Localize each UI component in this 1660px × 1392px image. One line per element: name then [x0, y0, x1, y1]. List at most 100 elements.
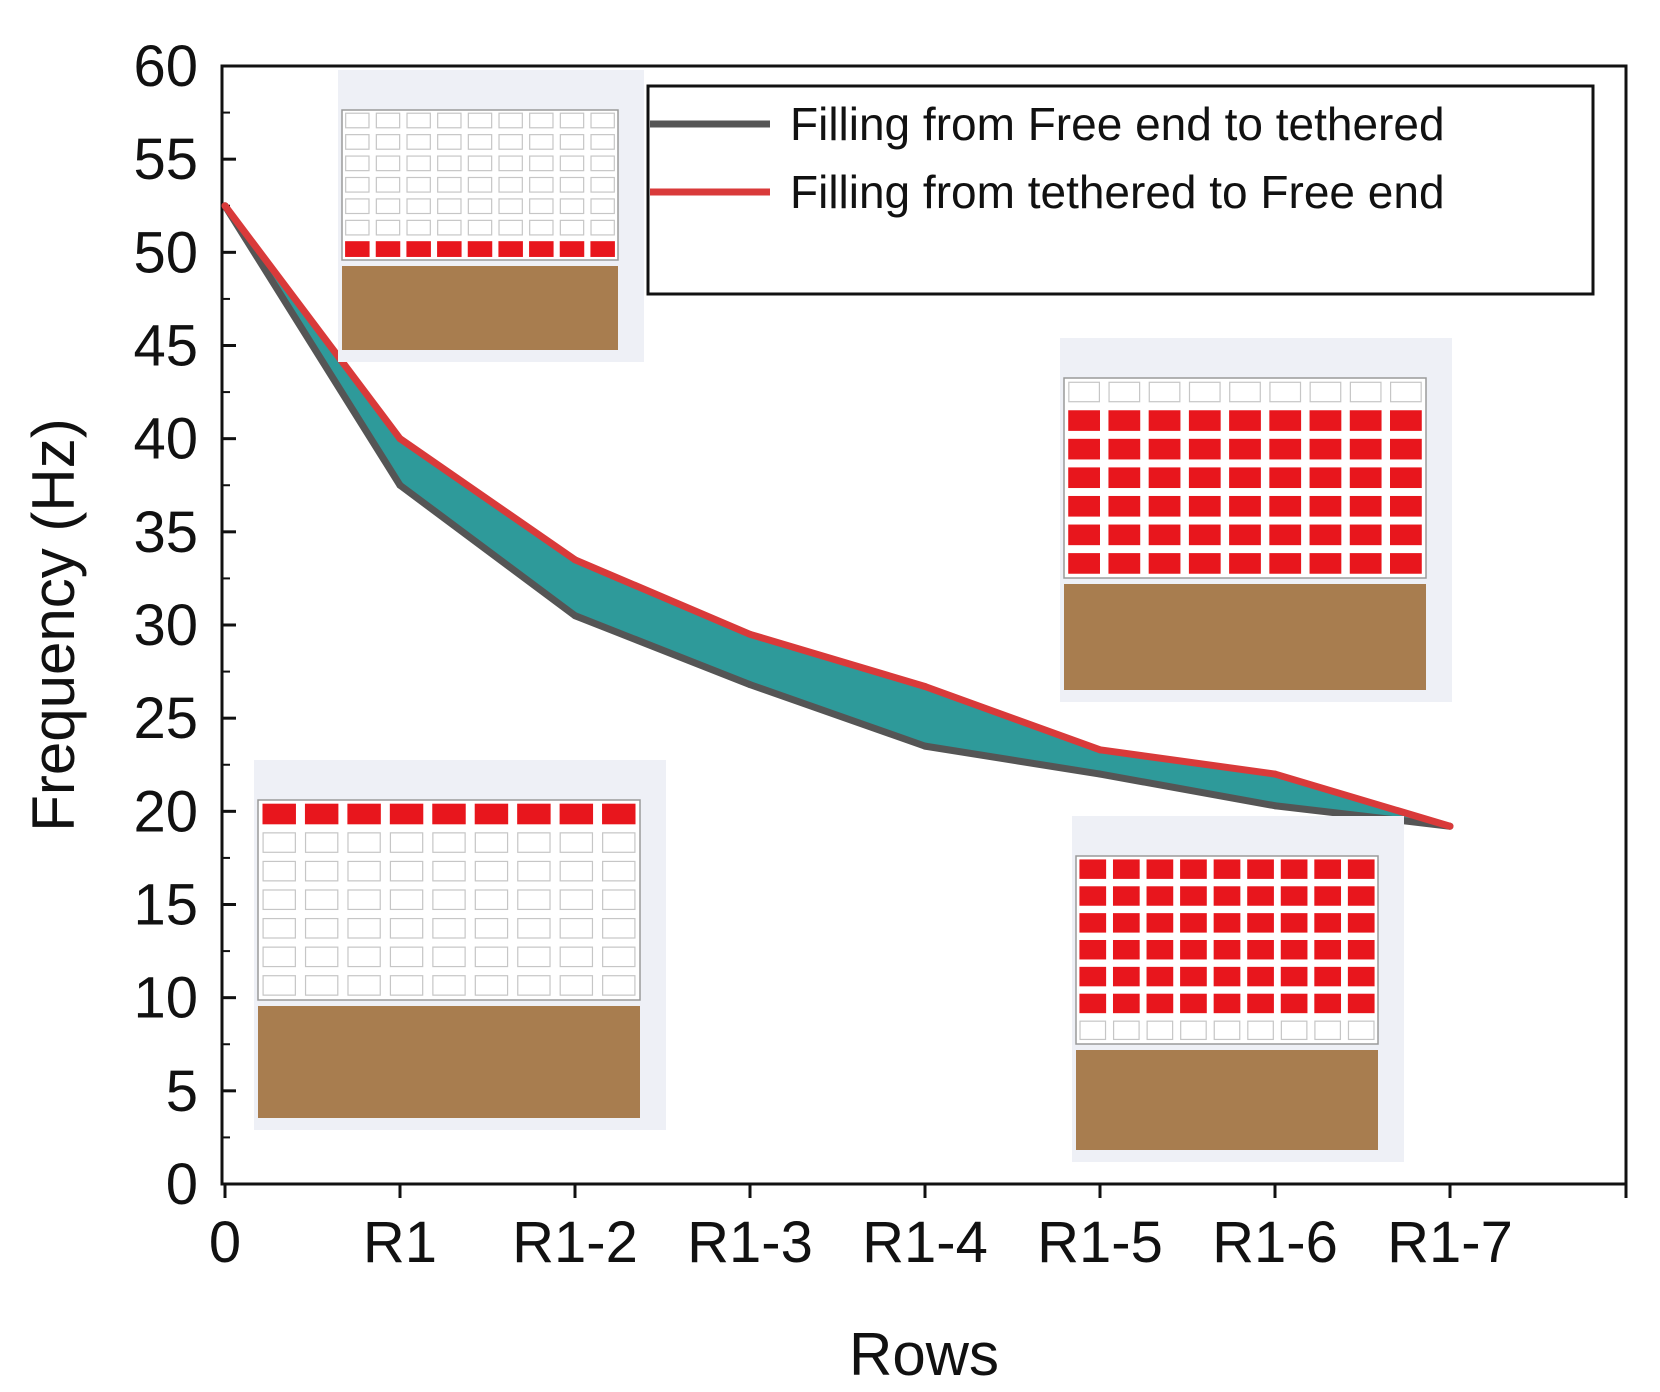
inset-empty-cell	[1247, 1020, 1274, 1041]
inset-empty-cell	[375, 134, 401, 150]
inset-filled-cell	[1314, 886, 1342, 906]
series-0-point-R1-5	[1096, 770, 1104, 778]
inset-filled-cell	[1188, 495, 1221, 517]
inset-filled-cell	[602, 803, 636, 825]
inset-filled-cell	[1068, 524, 1100, 546]
legend-box	[646, 84, 1595, 296]
difference-band	[225, 205, 1450, 827]
inset-filled-cell	[1112, 993, 1140, 1014]
inset-filled-cell	[1280, 939, 1308, 960]
inset-filled-cell	[590, 241, 615, 257]
inset-empty-cell	[406, 219, 431, 236]
inset-filled-cell	[1247, 939, 1274, 960]
series-0-point-R1-4	[921, 742, 929, 750]
inset-empty-cell	[432, 917, 466, 939]
inset-empty-cell	[375, 176, 401, 193]
inset-empty-cell	[437, 155, 462, 172]
inset-empty-cell	[304, 946, 339, 968]
inset-empty-cell	[559, 134, 585, 150]
inset-filled-cell	[474, 803, 509, 825]
inset-empty-cell	[1347, 1020, 1375, 1041]
inset-empty-cell	[517, 946, 551, 968]
insets	[254, 70, 1452, 1162]
inset-empty-cell	[474, 860, 509, 882]
inset-filled-cell	[1309, 553, 1342, 574]
inset-filled-cell	[1068, 410, 1100, 431]
y-tick-label-50: 50	[133, 220, 198, 285]
inset-empty-cell	[304, 832, 339, 853]
x-tick-label-R1-3: R1-3	[687, 1210, 813, 1275]
inset-empty-cell	[432, 832, 466, 853]
inset-empty-cell	[262, 889, 296, 911]
inset-empty-cell	[602, 860, 636, 882]
inset-empty-cell	[1180, 1020, 1207, 1041]
inset-filled-cell	[1213, 913, 1241, 933]
inset-filled-cell	[1229, 553, 1261, 574]
inset-filled-cell	[1269, 467, 1302, 489]
inset-filled-cell	[1390, 438, 1422, 460]
inset-filled-cell	[1349, 553, 1382, 574]
legend-label-free-to-tethered: Filling from Free end to tethered	[790, 98, 1445, 150]
inset-empty-cell	[389, 832, 424, 853]
inset-empty-cell	[559, 112, 585, 129]
inset-empty-cell	[347, 946, 381, 968]
inset-filled-cell	[389, 803, 424, 825]
inset-empty-cell	[1112, 1020, 1140, 1041]
inset-left-bottom	[254, 760, 666, 1130]
inset-filled-cell	[1108, 438, 1141, 460]
inset-empty-cell	[529, 134, 554, 150]
inset-empty-cell	[437, 198, 462, 215]
inset-filled-cell	[1188, 438, 1221, 460]
inset-empty-cell	[1280, 1020, 1308, 1041]
series-0-point-R1-2	[571, 612, 579, 620]
inset-filled-cell	[1180, 913, 1207, 933]
inset-empty-cell	[517, 917, 551, 939]
inset-filled-cell	[1148, 467, 1181, 489]
series-line-1	[222, 203, 1451, 830]
inset-filled-cell	[437, 241, 462, 257]
legend: Filling from Free end to tethered Fillin…	[646, 84, 1595, 296]
series-1-point-R1-4	[921, 682, 929, 690]
inset-empty-cell	[1148, 381, 1181, 403]
inset-filled-cell	[1314, 913, 1342, 933]
inset-empty-cell	[345, 219, 370, 236]
inset-empty-cell	[375, 198, 401, 215]
inset-empty-cell	[345, 155, 370, 172]
inset-empty-cell	[590, 134, 615, 150]
inset-empty-cell	[529, 155, 554, 172]
inset-empty-cell	[345, 112, 370, 129]
inset-empty-cell	[529, 198, 554, 215]
inset-empty-cell	[559, 860, 594, 882]
inset-filled-cell	[1247, 913, 1274, 933]
series-1-point-0	[221, 202, 229, 210]
inset-filled-cell	[1108, 524, 1141, 546]
band-area	[225, 205, 1450, 827]
inset-empty-cell	[304, 975, 339, 996]
inset-empty-cell	[559, 155, 585, 172]
inset-empty-cell	[529, 219, 554, 236]
inset-empty-cell	[432, 889, 466, 911]
inset-filled-cell	[1349, 467, 1382, 489]
inset-filled-cell	[1146, 939, 1174, 960]
inset-empty-cell	[1349, 381, 1382, 403]
inset-filled-cell	[1079, 859, 1107, 879]
inset-empty-cell	[559, 219, 585, 236]
inset-empty-cell	[467, 176, 493, 193]
inset-empty-cell	[347, 860, 381, 882]
inset-filled-cell	[1146, 859, 1174, 879]
inset-filled-cell	[1390, 524, 1422, 546]
inset-filled-cell	[1349, 524, 1382, 546]
inset-filled-cell	[406, 241, 431, 257]
inset-filled-cell	[1112, 913, 1140, 933]
inset-empty-cell	[529, 112, 554, 129]
inset-base-block	[1064, 584, 1426, 690]
inset-empty-cell	[437, 176, 462, 193]
inset-right-bottom	[1072, 816, 1404, 1162]
inset-empty-cell	[375, 219, 401, 236]
inset-empty-cell	[432, 860, 466, 882]
inset-filled-cell	[1390, 553, 1422, 574]
inset-filled-cell	[1079, 886, 1107, 906]
inset-filled-cell	[1390, 495, 1422, 517]
inset-empty-cell	[1068, 381, 1100, 403]
